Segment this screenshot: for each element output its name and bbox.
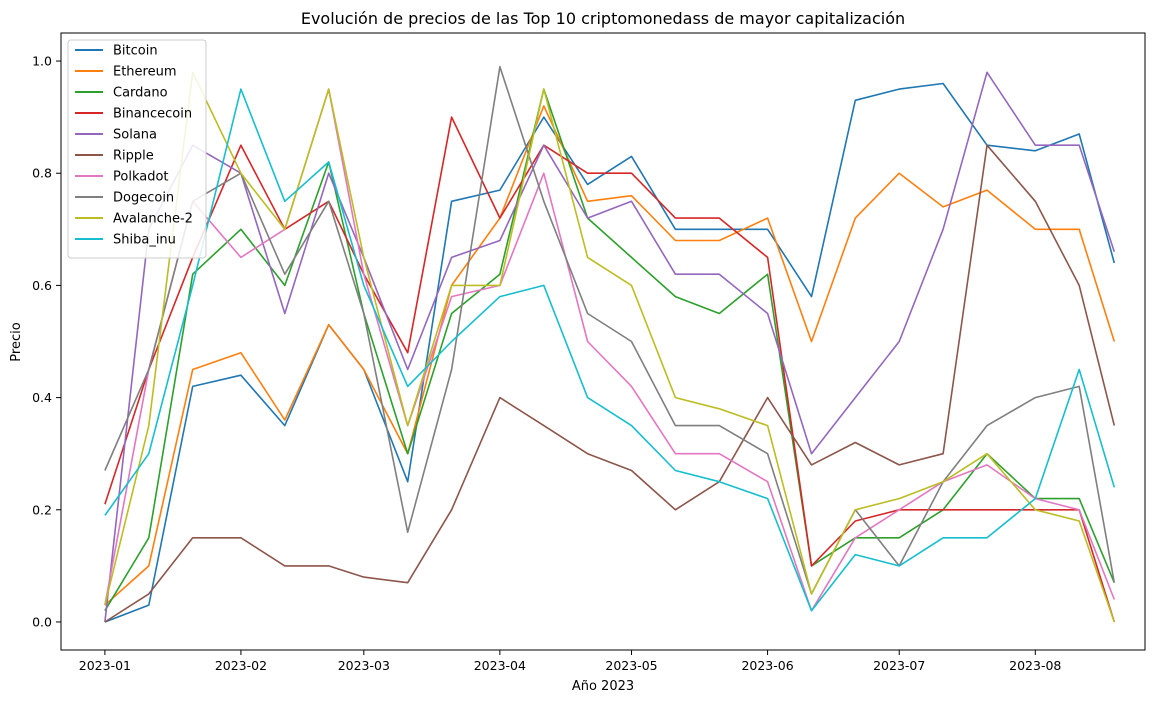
series-line-ripple (104, 144, 1116, 623)
series-line-binancecoin (104, 116, 1116, 623)
x-tick-label: 2023-02 (215, 658, 267, 673)
legend-label: Cardano (113, 86, 168, 101)
x-tick-label: 2023-03 (338, 658, 390, 673)
legend-label: Solana (113, 128, 157, 143)
legend-label: Binancecoin (113, 107, 192, 122)
y-tick-label: 0.2 (32, 502, 52, 517)
series-layer (104, 65, 1116, 623)
x-tick-label: 2023-07 (873, 658, 925, 673)
legend-label: Dogecoin (113, 191, 174, 206)
x-tick-label: 2023-05 (605, 658, 657, 673)
x-axis: 2023-01 2023-02 2023-03 2023-04 2023-05 2023-… (79, 650, 1061, 673)
series-line-ethereum (104, 105, 1116, 606)
y-tick-label: 0.0 (32, 614, 52, 629)
x-tick-label: 2023-04 (474, 658, 526, 673)
legend-label: Shiba_inu (113, 233, 176, 248)
chart-title: Evolución de precios de las Top 10 cript… (301, 9, 905, 28)
legend-label: Ripple (113, 149, 154, 164)
series-line-polkadot (104, 88, 1116, 612)
series-line-solana (104, 71, 1116, 623)
y-tick-label: 0.8 (32, 166, 52, 181)
series-line-shiba_inu (104, 88, 1116, 612)
legend-box (67, 39, 207, 259)
x-axis-label: Año 2023 (572, 679, 634, 694)
legend-label: Bitcoin (113, 44, 158, 59)
y-axis: 0.0 0.2 0.4 0.6 0.8 1.0 (32, 54, 61, 629)
legend-label: Polkadot (113, 170, 169, 185)
legend: Bitcoin Ethereum Cardano Binancecoin Solana R… (67, 39, 207, 259)
series-line-bitcoin (104, 82, 1116, 623)
y-tick-label: 0.6 (32, 278, 52, 293)
y-tick-label: 0.4 (32, 390, 52, 405)
x-tick-label: 2023-08 (1009, 658, 1061, 673)
legend-label: Ethereum (113, 65, 177, 80)
plot-frame (60, 32, 1146, 651)
x-tick-label: 2023-01 (79, 658, 131, 673)
y-axis-label: Precio (9, 322, 24, 361)
series-line-avalanche-2 (104, 71, 1116, 623)
series-line-dogecoin (104, 65, 1116, 595)
series-line-cardano (104, 88, 1116, 612)
x-tick-label: 2023-06 (741, 658, 793, 673)
y-tick-label: 1.0 (32, 54, 52, 69)
legend-label: Avalanche-2 (113, 212, 193, 227)
